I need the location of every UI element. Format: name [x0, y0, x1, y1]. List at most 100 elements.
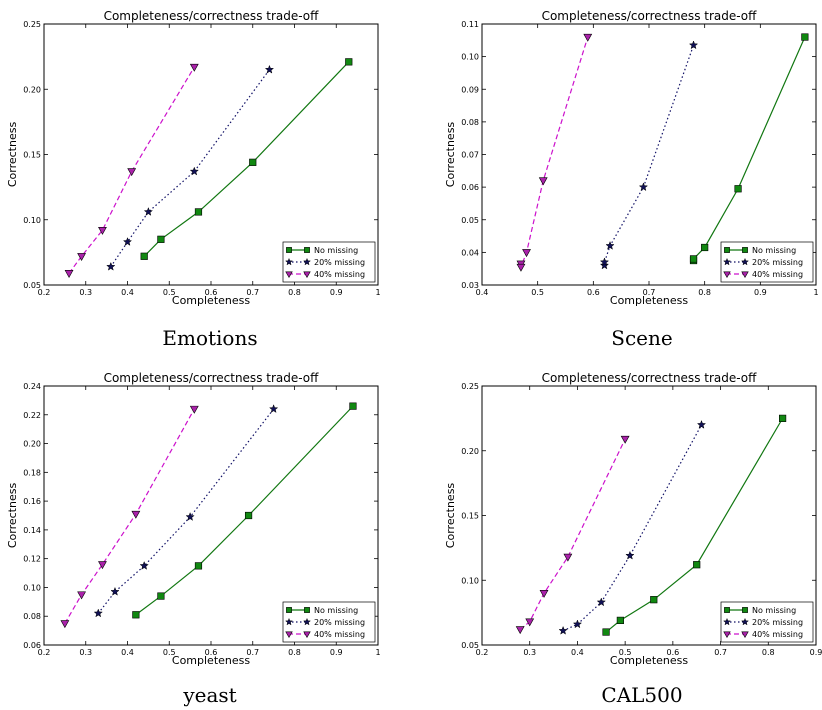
legend-marker — [285, 631, 293, 639]
series-line — [143, 61, 350, 257]
series-line — [562, 424, 703, 632]
data-point — [268, 404, 279, 413]
x-tick-label: 0.9 — [330, 648, 343, 657]
y-tick-label: 0.09 — [461, 85, 479, 94]
legend-marker — [303, 271, 311, 279]
x-tick-label: 0.3 — [79, 648, 92, 657]
x-tick-label: 0.4 — [571, 648, 584, 657]
data-point — [98, 561, 107, 570]
x-tick-label: 0.2 — [38, 648, 51, 657]
data-point — [140, 252, 148, 260]
data-point — [244, 511, 253, 520]
data-point — [572, 619, 583, 629]
series-2 — [516, 33, 593, 272]
legend-marker — [742, 247, 748, 253]
data-point — [77, 253, 86, 262]
chart-1: Completeness/correctness trade-off Comple… — [444, 9, 819, 307]
legend-marker — [722, 257, 732, 266]
series-line — [520, 36, 589, 268]
y-axis-label: Correctness — [6, 122, 19, 188]
y-tick-label: 0.10 — [461, 576, 479, 585]
data-point — [345, 58, 353, 66]
data-point — [583, 33, 593, 42]
y-tick-label: 0.18 — [23, 468, 41, 477]
data-point — [127, 168, 137, 177]
legend-marker — [740, 617, 750, 626]
y-tick-label: 0.15 — [23, 151, 41, 160]
y-axis-label: Correctness — [6, 483, 19, 549]
y-tick-label: 0.14 — [23, 526, 41, 535]
data-point — [60, 620, 70, 629]
series-0 — [132, 402, 357, 619]
data-point — [616, 616, 624, 624]
y-tick-label: 0.06 — [23, 641, 41, 650]
y-tick-label: 0.10 — [23, 216, 41, 225]
x-axis-label: Completeness — [172, 294, 250, 307]
data-point — [194, 562, 203, 570]
legend-marker — [740, 257, 750, 266]
x-tick-label: 0.7 — [246, 648, 259, 657]
series-1 — [93, 404, 279, 618]
legend-marker — [723, 631, 731, 639]
data-point — [157, 235, 165, 243]
x-tick-label: 1 — [813, 288, 818, 297]
data-point — [194, 208, 203, 216]
legend-marker — [741, 271, 749, 279]
legend-label: 20% missing — [752, 618, 803, 627]
data-point — [157, 592, 165, 600]
data-point — [185, 512, 195, 521]
legend-label: 40% missing — [752, 630, 803, 639]
data-point — [525, 618, 535, 627]
x-axis-label: Completeness — [610, 294, 688, 307]
series-2 — [64, 63, 199, 278]
y-axis-label: Correctness — [444, 122, 457, 188]
x-tick-label: 1 — [375, 288, 380, 297]
legend-marker — [304, 607, 310, 613]
series-0 — [602, 414, 787, 636]
data-point — [734, 185, 742, 193]
data-point — [64, 270, 74, 278]
data-point — [558, 625, 568, 635]
legend-label: 20% missing — [314, 258, 365, 267]
x-tick-label: 0.5 — [163, 648, 176, 657]
y-tick-label: 0.24 — [23, 382, 41, 391]
series-line — [519, 438, 626, 630]
chart-title: Completeness/correctness trade-off — [104, 371, 320, 385]
series-1 — [558, 419, 707, 635]
legend: No missing 20% missing 40% missing — [282, 601, 376, 643]
y-tick-label: 0.05 — [23, 281, 41, 290]
x-tick-label: 0.9 — [810, 648, 822, 657]
y-tick-label: 0.12 — [23, 555, 41, 564]
series-line — [97, 408, 275, 614]
x-tick-label: 0.4 — [121, 288, 134, 297]
data-point — [132, 611, 140, 619]
data-point — [189, 63, 199, 72]
legend-label: No missing — [314, 606, 358, 615]
data-point — [249, 158, 257, 166]
data-point — [139, 560, 149, 570]
data-point — [131, 510, 141, 519]
series-line — [605, 418, 784, 633]
x-tick-label: 0.2 — [476, 648, 489, 657]
y-tick-label: 0.25 — [23, 20, 41, 29]
y-tick-label: 0.04 — [461, 248, 479, 257]
legend-label: 40% missing — [314, 630, 365, 639]
legend-marker — [285, 271, 293, 279]
legend-label: 40% missing — [314, 270, 365, 279]
data-point — [349, 402, 357, 410]
data-point — [650, 596, 658, 604]
data-point — [106, 261, 116, 271]
series-2 — [60, 405, 199, 629]
legend-label: 20% missing — [314, 618, 365, 627]
y-tick-label: 0.20 — [23, 440, 41, 449]
data-point — [98, 226, 107, 235]
legend-marker — [724, 607, 730, 613]
series-line — [603, 45, 695, 266]
caption-yeast: yeast — [183, 683, 237, 707]
x-tick-label: 0.5 — [163, 288, 176, 297]
series-1 — [599, 40, 699, 270]
data-point — [77, 591, 86, 600]
data-point — [696, 419, 707, 429]
legend-box — [720, 241, 814, 283]
x-tick-label: 0.9 — [330, 288, 343, 297]
